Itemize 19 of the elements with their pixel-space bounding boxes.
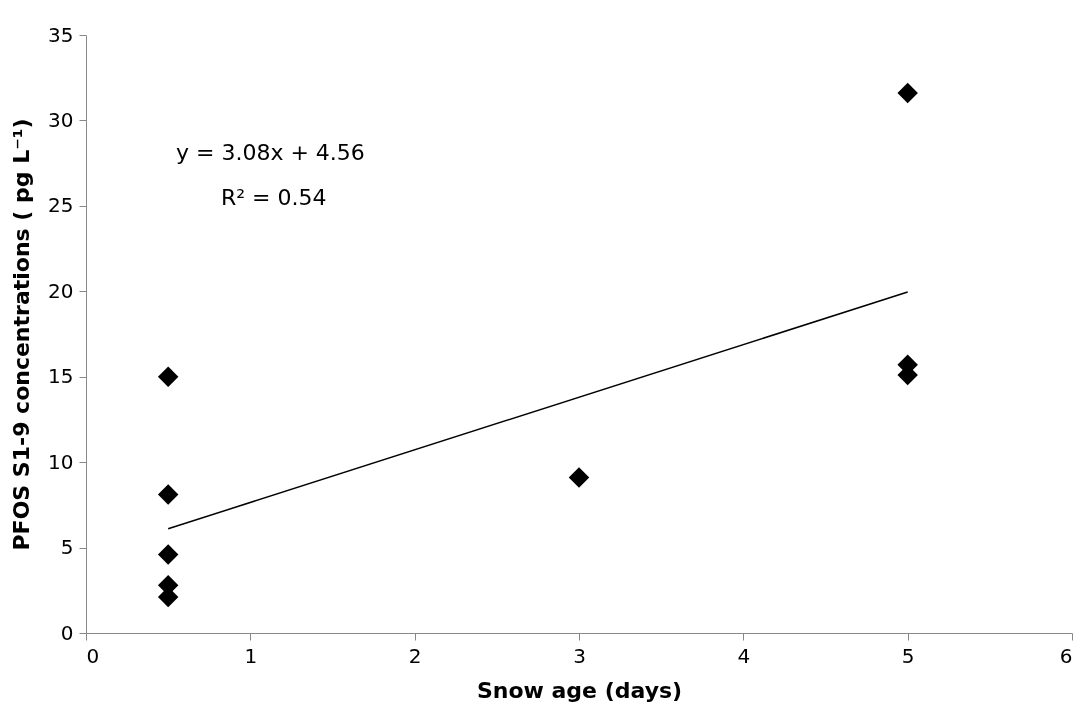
x-tick-label: 1 [244,643,258,668]
x-tick-label: 3 [573,643,586,668]
annotation: R² = 0.54 [221,185,327,210]
y-tick-label: 25 [48,193,74,218]
y-tick-label: 35 [48,22,74,47]
y-tick-label: 30 [48,107,74,132]
x-axis-title: Snow age (days) [476,677,683,703]
y-tick-label: 0 [60,620,74,645]
x-tick-label: 4 [737,643,751,668]
x-tick-label: 6 [1059,643,1073,668]
y-axis-title: PFOS S1-9 concentrations ( pg L⁻¹) [9,118,35,551]
y-tick-label: 15 [48,364,74,389]
x-tick-label: 0 [86,643,100,668]
y-tick-label: 20 [48,278,74,303]
annotation: y = 3.08x + 4.56 [176,140,365,165]
y-tick-label: 5 [60,535,74,560]
x-tick-label: 5 [901,643,915,668]
y-tick-label: 10 [48,449,74,474]
x-tick-label: 2 [408,643,422,668]
